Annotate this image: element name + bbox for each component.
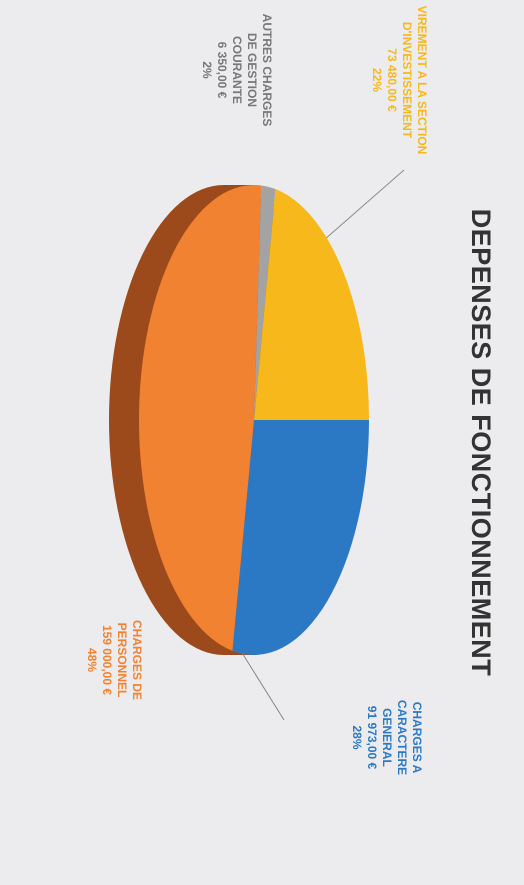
slice-percent: 2%	[200, 61, 214, 79]
slice-percent: 22%	[370, 67, 384, 93]
slice-amount: 73 480,00 €	[385, 48, 399, 112]
slice-percent: 48%	[85, 647, 99, 673]
pie-slice	[232, 420, 369, 655]
slice-percent: 28%	[350, 725, 364, 750]
slice-name: CHARGES DE PERSONNEL	[115, 619, 144, 700]
slice-name: AUTRES CHARGES DE GESTION COURANTE	[230, 13, 274, 127]
pie-slice	[254, 189, 369, 420]
slice-name: VIREMENT A LA SECTION D'INVESTISSEMENT	[400, 5, 429, 155]
slice-label: AUTRES CHARGES DE GESTION COURANTE 6 350,…	[199, 5, 274, 135]
slice-label: CHARGES A CARACTERE GENERAL 91 973,00 €28…	[349, 690, 424, 785]
slice-amount: 6 350,00 €	[215, 41, 229, 99]
pie-slice	[139, 185, 262, 651]
chart-title: DEPENSES DE FONCTIONNEMENT	[466, 208, 496, 677]
pie-slice	[254, 185, 276, 420]
slice-label: CHARGES DE PERSONNEL 159 000,00 €48%	[84, 605, 144, 715]
slice-name: CHARGES A CARACTERE GENERAL	[380, 699, 424, 776]
slice-label: VIREMENT A LA SECTION D'INVESTISSEMENT 73…	[369, 5, 429, 155]
leader-line	[323, 169, 405, 241]
slice-amount: 91 973,00 €	[365, 705, 379, 770]
slice-amount: 159 000,00 €	[100, 624, 114, 696]
